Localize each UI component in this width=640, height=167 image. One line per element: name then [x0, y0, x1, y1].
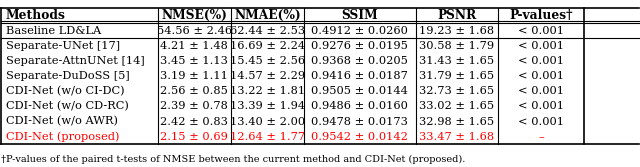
Text: Separate-DuDoSS [5]: Separate-DuDoSS [5]: [6, 71, 129, 81]
Text: 0.4912 ± 0.0260: 0.4912 ± 0.0260: [312, 26, 408, 36]
Text: –: –: [538, 132, 544, 142]
Text: 54.56 ± 2.46: 54.56 ± 2.46: [157, 26, 232, 36]
Text: < 0.001: < 0.001: [518, 41, 564, 51]
Text: 13.39 ± 1.94: 13.39 ± 1.94: [230, 101, 305, 111]
Text: Methods: Methods: [6, 9, 66, 22]
Text: CDI-Net (w/o CI-DC): CDI-Net (w/o CI-DC): [6, 86, 124, 96]
Text: 62.44 ± 2.53: 62.44 ± 2.53: [230, 26, 305, 36]
Text: 2.42 ± 0.83: 2.42 ± 0.83: [160, 117, 228, 127]
Text: Separate-AttnUNet [14]: Separate-AttnUNet [14]: [6, 56, 145, 66]
Text: 3.19 ± 1.11: 3.19 ± 1.11: [160, 71, 228, 81]
Text: NMSE(%): NMSE(%): [161, 9, 227, 22]
Text: NMAE(%): NMAE(%): [234, 9, 301, 22]
Text: < 0.001: < 0.001: [518, 117, 564, 127]
Text: 0.9276 ± 0.0195: 0.9276 ± 0.0195: [312, 41, 408, 51]
Text: 2.39 ± 0.78: 2.39 ± 0.78: [160, 101, 228, 111]
Text: †P-values of the paired t-tests of NMSE between the current method and CDI-Net (: †P-values of the paired t-tests of NMSE …: [1, 155, 466, 164]
Text: 31.79 ± 1.65: 31.79 ± 1.65: [419, 71, 495, 81]
Text: 0.9505 ± 0.0144: 0.9505 ± 0.0144: [312, 86, 408, 96]
Text: 0.9542 ± 0.0142: 0.9542 ± 0.0142: [312, 132, 408, 142]
Text: PSNR: PSNR: [437, 9, 477, 22]
Text: CDI-Net (w/o AWR): CDI-Net (w/o AWR): [6, 116, 118, 127]
Text: 12.64 ± 1.77: 12.64 ± 1.77: [230, 132, 305, 142]
Text: < 0.001: < 0.001: [518, 71, 564, 81]
Text: 19.23 ± 1.68: 19.23 ± 1.68: [419, 26, 495, 36]
Text: SSIM: SSIM: [342, 9, 378, 22]
Text: < 0.001: < 0.001: [518, 56, 564, 66]
Text: < 0.001: < 0.001: [518, 101, 564, 111]
Text: 31.43 ± 1.65: 31.43 ± 1.65: [419, 56, 495, 66]
Text: 16.69 ± 2.24: 16.69 ± 2.24: [230, 41, 305, 51]
Text: 3.45 ± 1.13: 3.45 ± 1.13: [160, 56, 228, 66]
Text: Separate-UNet [17]: Separate-UNet [17]: [6, 41, 120, 51]
Text: CDI-Net (w/o CD-RC): CDI-Net (w/o CD-RC): [6, 101, 129, 112]
Text: 2.56 ± 0.85: 2.56 ± 0.85: [160, 86, 228, 96]
Text: 4.21 ± 1.48: 4.21 ± 1.48: [160, 41, 228, 51]
Text: 32.98 ± 1.65: 32.98 ± 1.65: [419, 117, 495, 127]
Text: < 0.001: < 0.001: [518, 26, 564, 36]
Text: 33.47 ± 1.68: 33.47 ± 1.68: [419, 132, 495, 142]
Text: 0.9416 ± 0.0187: 0.9416 ± 0.0187: [312, 71, 408, 81]
Text: 33.02 ± 1.65: 33.02 ± 1.65: [419, 101, 495, 111]
Text: 13.22 ± 1.81: 13.22 ± 1.81: [230, 86, 305, 96]
Text: 2.15 ± 0.69: 2.15 ± 0.69: [160, 132, 228, 142]
Text: 32.73 ± 1.65: 32.73 ± 1.65: [419, 86, 495, 96]
Text: 30.58 ± 1.79: 30.58 ± 1.79: [419, 41, 495, 51]
Text: CDI-Net (proposed): CDI-Net (proposed): [6, 131, 119, 142]
Text: 13.40 ± 2.00: 13.40 ± 2.00: [230, 117, 305, 127]
Text: < 0.001: < 0.001: [518, 86, 564, 96]
Text: 0.9486 ± 0.0160: 0.9486 ± 0.0160: [312, 101, 408, 111]
Text: P-values†: P-values†: [509, 9, 573, 22]
Text: Baseline LD&LA: Baseline LD&LA: [6, 26, 101, 36]
Text: 14.57 ± 2.29: 14.57 ± 2.29: [230, 71, 305, 81]
Text: 0.9478 ± 0.0173: 0.9478 ± 0.0173: [312, 117, 408, 127]
Text: 15.45 ± 2.56: 15.45 ± 2.56: [230, 56, 305, 66]
Text: 0.9368 ± 0.0205: 0.9368 ± 0.0205: [312, 56, 408, 66]
